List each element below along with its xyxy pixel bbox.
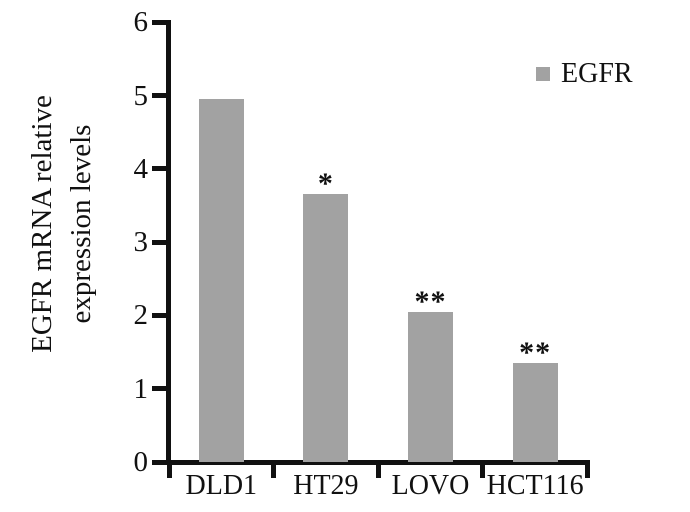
bar-lovo	[408, 311, 453, 462]
x-tick	[166, 460, 172, 478]
y-tick-label: 1	[133, 372, 149, 405]
legend: EGFR	[536, 59, 633, 89]
bar-hct116	[512, 363, 558, 462]
x-category-label: HT29	[293, 470, 359, 501]
y-tick-label: 0	[133, 446, 149, 478]
x-category-label: DLD1	[185, 470, 258, 501]
x-tick	[271, 460, 277, 478]
legend-label: EGFR	[561, 58, 633, 89]
y-axis-title-line1: EGFR mRNA relative	[26, 95, 58, 353]
x-category-label: LOVO	[391, 470, 470, 501]
y-tick	[152, 312, 166, 318]
significance-marker: **	[519, 336, 552, 370]
y-tick	[152, 459, 166, 465]
y-tick-label: 3	[133, 226, 149, 259]
y-tick-label: 5	[133, 79, 149, 112]
legend-swatch-icon	[536, 67, 550, 81]
y-tick	[152, 239, 166, 245]
significance-marker: *	[317, 167, 334, 201]
y-axis-line	[166, 20, 171, 465]
y-tick	[152, 386, 166, 392]
y-tick-label: 4	[133, 152, 149, 185]
bar-ht29	[303, 194, 349, 462]
y-tick	[152, 166, 166, 172]
significance-marker: **	[414, 284, 447, 318]
x-tick	[480, 460, 486, 478]
y-tick	[152, 19, 166, 25]
y-tick	[152, 93, 166, 98]
x-tick	[584, 460, 590, 478]
x-tick	[375, 460, 381, 478]
x-category-label: HCT116	[486, 470, 584, 501]
bar-dld1	[198, 99, 244, 462]
y-tick-label: 2	[133, 299, 149, 332]
y-tick-label: 6	[133, 6, 149, 39]
